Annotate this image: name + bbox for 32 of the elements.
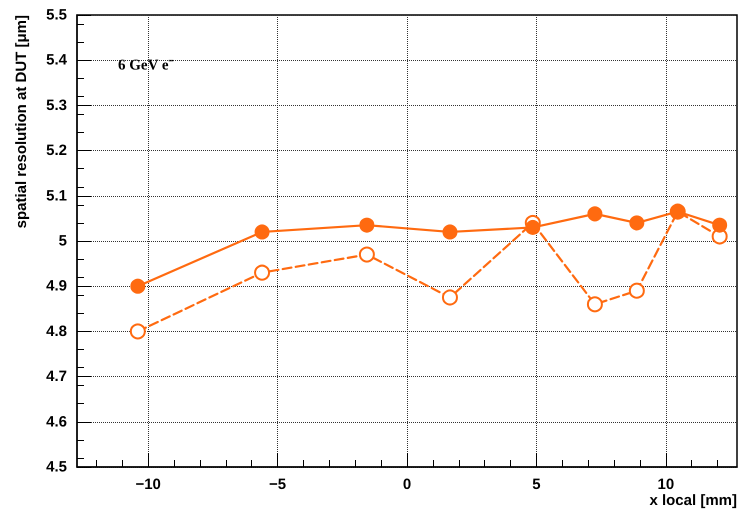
point (254, 264, 270, 281)
y-tick-label: 5.4 (46, 52, 68, 69)
x-axis-title: x local [mm] (649, 492, 737, 509)
y-tick-label: 4.7 (46, 368, 67, 386)
point (525, 220, 540, 235)
x-tick-label: 0 (402, 476, 412, 493)
y-tick-label: 4.9 (46, 278, 67, 295)
y-tick-label: 5.2 (46, 142, 67, 160)
x-tick-label: −5 (269, 476, 286, 493)
y-axis-title: spatial resolution at DUT [μm] (13, 15, 30, 228)
point (359, 218, 374, 233)
point (130, 323, 146, 340)
point (358, 246, 375, 263)
y-tick-label: 5.1 (46, 187, 67, 204)
y-tick-label: 5 (58, 232, 67, 250)
point (586, 296, 603, 312)
y-tick-label: 4.6 (46, 413, 67, 430)
y-tick-label: 5.5 (46, 6, 67, 24)
point (712, 218, 728, 233)
y-tick-label: 4.5 (46, 458, 67, 476)
x-tick-label: −10 (135, 476, 161, 493)
point (628, 282, 645, 299)
x-tick-label: 10 (657, 476, 674, 493)
y-tick-label: 4.8 (46, 322, 67, 340)
point (629, 215, 644, 230)
y-tick-label: 5.3 (46, 96, 67, 114)
point (442, 224, 458, 240)
point (130, 278, 146, 294)
point (254, 224, 270, 240)
point (587, 206, 602, 222)
point (442, 290, 458, 306)
x-tick-label: 5 (532, 476, 541, 493)
